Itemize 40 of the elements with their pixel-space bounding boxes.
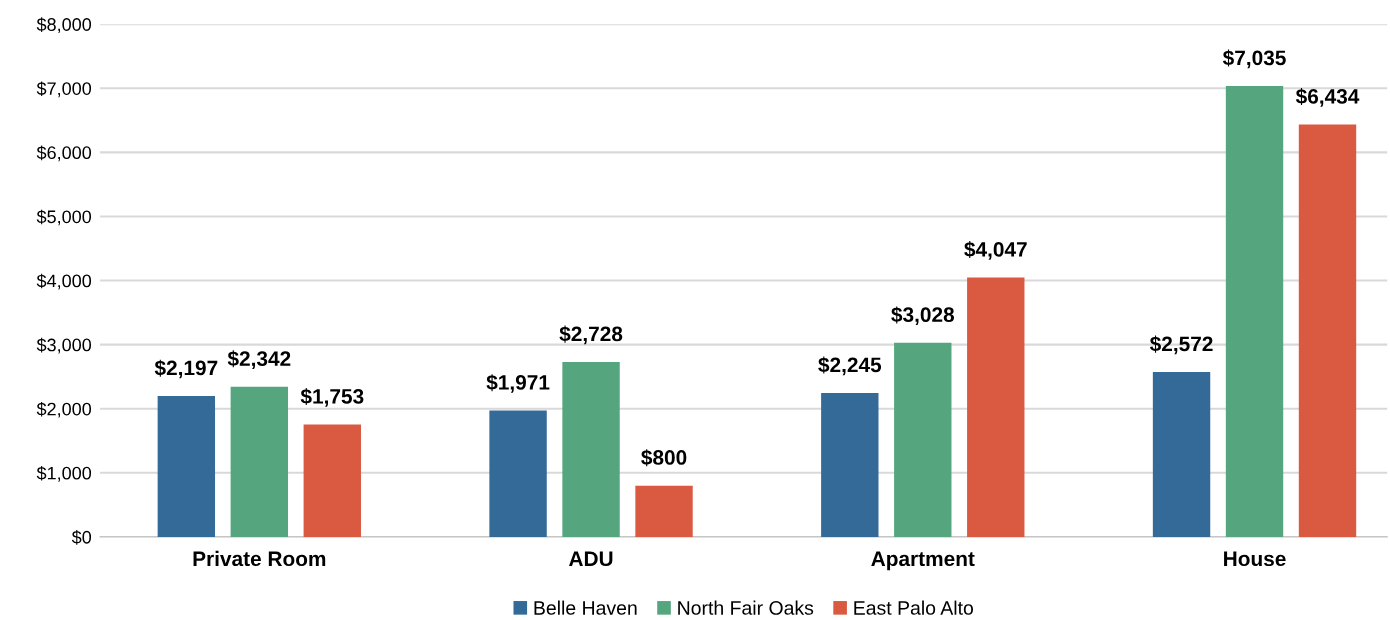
bar [821, 393, 879, 537]
x-tick-label: Private Room [193, 550, 326, 567]
data-label: $1,753 [300, 388, 364, 407]
y-tick-label: $1,000 [36, 466, 92, 482]
data-label: $2,728 [559, 325, 623, 345]
legend-label: Belle Haven [534, 600, 637, 615]
bar [303, 424, 361, 537]
bar [1152, 372, 1211, 537]
y-tick-label: $8,000 [36, 17, 92, 34]
x-tick-label: Apartment [871, 551, 975, 571]
data-label: $4,047 [964, 241, 1027, 260]
y-tick-label: $3,000 [36, 337, 92, 354]
data-label: $2,197 [154, 359, 218, 379]
data-label: $800 [641, 449, 687, 467]
x-tick-label: ADU [569, 551, 613, 567]
data-label: $1,971 [486, 374, 550, 393]
y-tick-label: $4,000 [36, 273, 92, 290]
data-label: $2,572 [1149, 335, 1213, 355]
y-tick-label: $6,000 [36, 145, 92, 162]
bar [1225, 86, 1284, 537]
bar [230, 386, 289, 537]
data-label: $7,035 [1222, 49, 1286, 69]
legend-label: East Palo Alto [854, 600, 974, 615]
y-tick-label: $2,000 [36, 401, 92, 418]
bar [562, 362, 620, 537]
x-tick-label: House [1224, 551, 1286, 567]
y-tick-label: $7,000 [36, 81, 92, 98]
y-tick-label: $0 [71, 530, 92, 545]
y-tick-label: $5,000 [36, 209, 92, 226]
bar [489, 410, 547, 537]
bar [894, 342, 952, 537]
legend-label: North Fair Oaks [678, 600, 814, 615]
bar [1298, 124, 1357, 537]
data-label: $2,245 [818, 356, 882, 376]
data-label: $2,342 [227, 350, 291, 370]
bar [967, 277, 1025, 537]
bar [157, 396, 216, 537]
data-label: $3,028 [891, 306, 955, 326]
bar [635, 485, 693, 537]
data-label: $6,434 [1295, 88, 1360, 107]
